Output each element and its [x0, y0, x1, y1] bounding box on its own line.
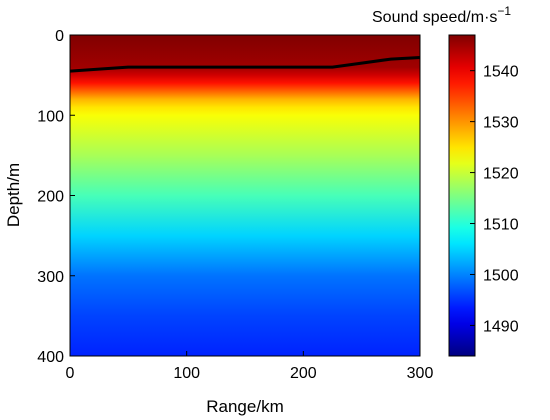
y-tick-label: 200 — [37, 189, 64, 206]
y-tick-label: 300 — [37, 269, 64, 286]
boundary-line — [69, 56, 421, 73]
colorbar-tick-label: 1520 — [483, 166, 519, 183]
colorbar-title-exponent: −1 — [497, 4, 511, 18]
colorbar-title-text: Sound speed/m·s — [372, 9, 497, 26]
x-tick-label: 100 — [173, 365, 200, 382]
colorbar-title: Sound speed/m·s−1 — [372, 4, 511, 26]
y-tick-label: 100 — [37, 108, 64, 125]
y-tick-label: 400 — [37, 349, 64, 366]
x-tick-label: 200 — [290, 365, 317, 382]
colorbar-tick-label: 1530 — [483, 115, 519, 132]
colorbar-tick-label: 1490 — [483, 318, 519, 335]
y-axis-label: Depth/m — [4, 163, 23, 227]
plot-area — [69, 34, 421, 357]
colorbar-tick-label: 1540 — [483, 64, 519, 81]
y-axis-ticks: 0 100 200 300 400 — [37, 28, 75, 366]
colorbar-tick-label: 1500 — [483, 267, 519, 284]
x-axis-label: Range/km — [206, 397, 283, 416]
colorbar: 1490 1500 1510 1520 1530 1540 — [448, 34, 519, 357]
colorbar-scale — [449, 35, 475, 356]
colorbar-tick-label: 1510 — [483, 217, 519, 234]
x-tick-label: 300 — [407, 365, 434, 382]
x-tick-label: 0 — [66, 365, 75, 382]
sound-speed-field — [70, 35, 420, 356]
colorbar-ticks: 1490 1500 1510 1520 1530 1540 — [470, 64, 519, 335]
x-axis-ticks: 0 100 200 300 — [66, 351, 434, 382]
y-tick-label: 0 — [55, 28, 64, 45]
colorbar-frame — [448, 34, 476, 357]
